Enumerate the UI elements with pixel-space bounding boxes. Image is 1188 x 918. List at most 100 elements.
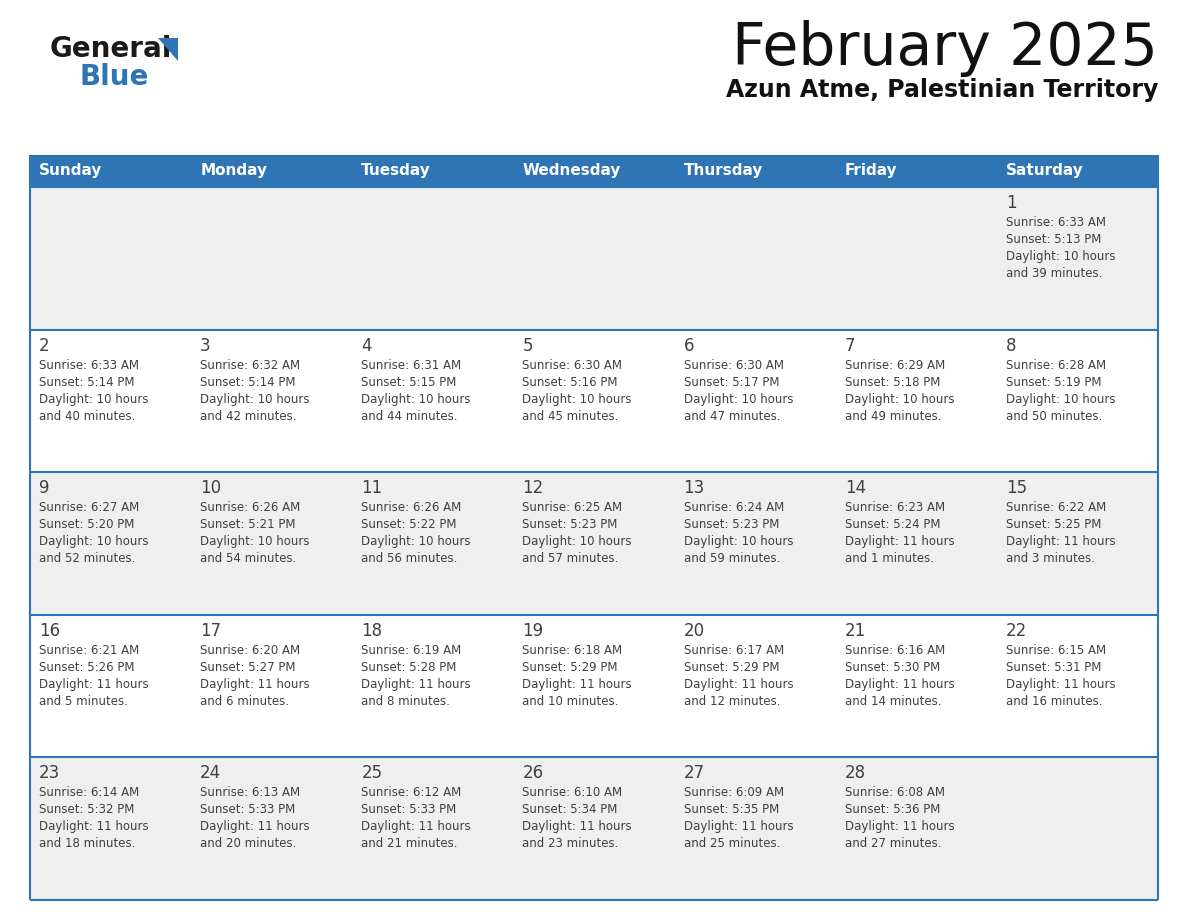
Polygon shape bbox=[158, 38, 178, 61]
Text: 9: 9 bbox=[39, 479, 50, 498]
Bar bbox=[997, 615, 1158, 757]
Text: Daylight: 10 hours: Daylight: 10 hours bbox=[361, 393, 470, 406]
Text: 17: 17 bbox=[200, 621, 221, 640]
Text: Sunrise: 6:15 AM: Sunrise: 6:15 AM bbox=[1006, 644, 1106, 656]
Text: 28: 28 bbox=[845, 765, 866, 782]
Text: and 18 minutes.: and 18 minutes. bbox=[39, 837, 135, 850]
Text: Sunrise: 6:26 AM: Sunrise: 6:26 AM bbox=[200, 501, 301, 514]
Text: 7: 7 bbox=[845, 337, 855, 354]
Text: Daylight: 10 hours: Daylight: 10 hours bbox=[1006, 250, 1116, 263]
Bar bbox=[997, 472, 1158, 615]
Text: 6: 6 bbox=[683, 337, 694, 354]
Text: Daylight: 10 hours: Daylight: 10 hours bbox=[523, 393, 632, 406]
Text: and 57 minutes.: and 57 minutes. bbox=[523, 553, 619, 565]
Text: Friday: Friday bbox=[845, 163, 897, 178]
Text: Sunday: Sunday bbox=[39, 163, 102, 178]
Bar bbox=[513, 187, 675, 330]
Bar bbox=[191, 615, 353, 757]
Text: and 40 minutes.: and 40 minutes. bbox=[39, 409, 135, 422]
Text: Daylight: 10 hours: Daylight: 10 hours bbox=[845, 393, 954, 406]
Bar bbox=[353, 330, 513, 472]
Text: Sunset: 5:14 PM: Sunset: 5:14 PM bbox=[39, 375, 134, 388]
Bar bbox=[675, 757, 835, 900]
Text: Sunrise: 6:18 AM: Sunrise: 6:18 AM bbox=[523, 644, 623, 656]
Bar bbox=[997, 187, 1158, 330]
Text: 8: 8 bbox=[1006, 337, 1017, 354]
Text: 4: 4 bbox=[361, 337, 372, 354]
Bar bbox=[30, 615, 191, 757]
Text: Daylight: 11 hours: Daylight: 11 hours bbox=[1006, 535, 1116, 548]
Text: Sunset: 5:31 PM: Sunset: 5:31 PM bbox=[1006, 661, 1101, 674]
Bar bbox=[30, 472, 191, 615]
Text: Wednesday: Wednesday bbox=[523, 163, 621, 178]
Text: 12: 12 bbox=[523, 479, 544, 498]
Bar bbox=[191, 757, 353, 900]
Text: and 3 minutes.: and 3 minutes. bbox=[1006, 553, 1094, 565]
Text: Sunset: 5:25 PM: Sunset: 5:25 PM bbox=[1006, 518, 1101, 532]
Text: 27: 27 bbox=[683, 765, 704, 782]
Bar bbox=[835, 615, 997, 757]
Text: Tuesday: Tuesday bbox=[361, 163, 431, 178]
Text: and 39 minutes.: and 39 minutes. bbox=[1006, 267, 1102, 280]
Text: and 21 minutes.: and 21 minutes. bbox=[361, 837, 457, 850]
Text: Sunrise: 6:33 AM: Sunrise: 6:33 AM bbox=[1006, 216, 1106, 229]
Text: Sunrise: 6:17 AM: Sunrise: 6:17 AM bbox=[683, 644, 784, 656]
Text: 2: 2 bbox=[39, 337, 50, 354]
Text: Daylight: 11 hours: Daylight: 11 hours bbox=[845, 821, 954, 834]
Text: Sunrise: 6:23 AM: Sunrise: 6:23 AM bbox=[845, 501, 944, 514]
Bar bbox=[513, 155, 675, 187]
Bar bbox=[675, 615, 835, 757]
Text: and 59 minutes.: and 59 minutes. bbox=[683, 553, 781, 565]
Text: Daylight: 11 hours: Daylight: 11 hours bbox=[39, 821, 148, 834]
Text: 1: 1 bbox=[1006, 194, 1017, 212]
Text: Daylight: 11 hours: Daylight: 11 hours bbox=[200, 821, 310, 834]
Text: Daylight: 10 hours: Daylight: 10 hours bbox=[1006, 393, 1116, 406]
Text: Sunrise: 6:25 AM: Sunrise: 6:25 AM bbox=[523, 501, 623, 514]
Text: Daylight: 11 hours: Daylight: 11 hours bbox=[845, 535, 954, 548]
Bar bbox=[675, 155, 835, 187]
Bar bbox=[675, 330, 835, 472]
Text: 5: 5 bbox=[523, 337, 533, 354]
Text: Sunset: 5:34 PM: Sunset: 5:34 PM bbox=[523, 803, 618, 816]
Bar bbox=[997, 155, 1158, 187]
Text: Monday: Monday bbox=[200, 163, 267, 178]
Text: Daylight: 10 hours: Daylight: 10 hours bbox=[683, 393, 794, 406]
Text: Sunset: 5:18 PM: Sunset: 5:18 PM bbox=[845, 375, 940, 388]
Text: Daylight: 10 hours: Daylight: 10 hours bbox=[200, 393, 310, 406]
Text: Sunrise: 6:30 AM: Sunrise: 6:30 AM bbox=[683, 359, 784, 372]
Text: Sunset: 5:24 PM: Sunset: 5:24 PM bbox=[845, 518, 940, 532]
Text: Daylight: 10 hours: Daylight: 10 hours bbox=[39, 535, 148, 548]
Text: and 8 minutes.: and 8 minutes. bbox=[361, 695, 450, 708]
Text: Sunset: 5:29 PM: Sunset: 5:29 PM bbox=[683, 661, 779, 674]
Text: and 44 minutes.: and 44 minutes. bbox=[361, 409, 457, 422]
Text: Sunset: 5:29 PM: Sunset: 5:29 PM bbox=[523, 661, 618, 674]
Text: 10: 10 bbox=[200, 479, 221, 498]
Text: General: General bbox=[50, 35, 172, 63]
Bar bbox=[675, 187, 835, 330]
Text: and 56 minutes.: and 56 minutes. bbox=[361, 553, 457, 565]
Text: 22: 22 bbox=[1006, 621, 1028, 640]
Text: Sunset: 5:36 PM: Sunset: 5:36 PM bbox=[845, 803, 940, 816]
Text: Sunrise: 6:21 AM: Sunrise: 6:21 AM bbox=[39, 644, 139, 656]
Text: 3: 3 bbox=[200, 337, 210, 354]
Text: Sunset: 5:14 PM: Sunset: 5:14 PM bbox=[200, 375, 296, 388]
Text: 13: 13 bbox=[683, 479, 704, 498]
Text: and 47 minutes.: and 47 minutes. bbox=[683, 409, 781, 422]
Text: Daylight: 11 hours: Daylight: 11 hours bbox=[361, 821, 470, 834]
Text: and 1 minutes.: and 1 minutes. bbox=[845, 553, 934, 565]
Bar bbox=[353, 187, 513, 330]
Text: Blue: Blue bbox=[80, 63, 150, 91]
Text: Daylight: 10 hours: Daylight: 10 hours bbox=[683, 535, 794, 548]
Text: Sunset: 5:20 PM: Sunset: 5:20 PM bbox=[39, 518, 134, 532]
Text: Sunset: 5:27 PM: Sunset: 5:27 PM bbox=[200, 661, 296, 674]
Bar bbox=[191, 330, 353, 472]
Text: Daylight: 10 hours: Daylight: 10 hours bbox=[39, 393, 148, 406]
Text: Daylight: 10 hours: Daylight: 10 hours bbox=[200, 535, 310, 548]
Bar bbox=[191, 187, 353, 330]
Text: Sunset: 5:23 PM: Sunset: 5:23 PM bbox=[683, 518, 779, 532]
Bar bbox=[191, 155, 353, 187]
Text: Sunrise: 6:12 AM: Sunrise: 6:12 AM bbox=[361, 787, 461, 800]
Text: Sunrise: 6:14 AM: Sunrise: 6:14 AM bbox=[39, 787, 139, 800]
Text: Daylight: 11 hours: Daylight: 11 hours bbox=[845, 677, 954, 691]
Text: 18: 18 bbox=[361, 621, 383, 640]
